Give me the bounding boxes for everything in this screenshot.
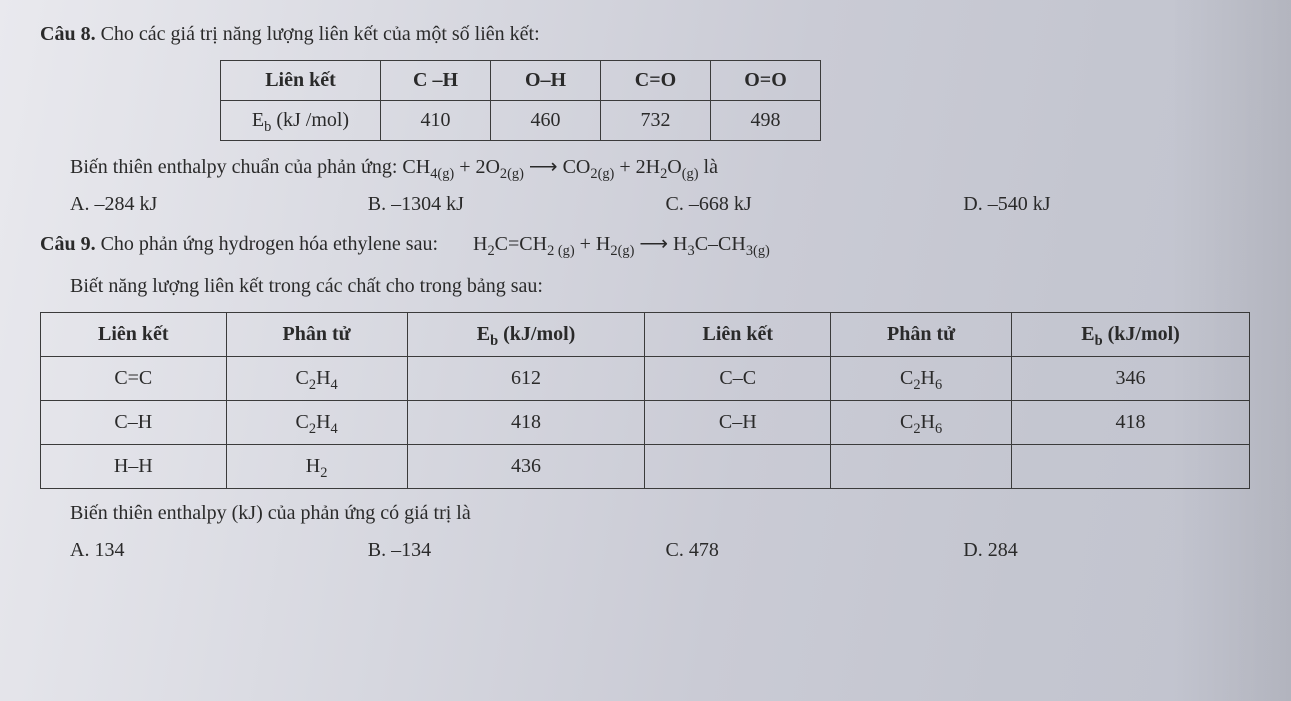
q9-option-d: D. 284 [963,539,1261,562]
cell: 346 [1012,357,1250,401]
q9-rx-a: H [473,233,487,255]
q9-rx-d: ⟶ H [634,233,687,255]
table-row: C–H C2H4 418 C–H C2H6 418 [41,401,1250,445]
q8-rx-d: + 2H [614,156,660,178]
table-row: Liên kết C –H O–H C=O O=O [221,61,821,101]
q9-table: Liên kết Phân tử Eb (kJ/mol) Liên kết Ph… [40,312,1250,489]
cell: C2H6 [831,401,1012,445]
q9-th-2: Eb (kJ/mol) [407,313,645,357]
cell: C2H4 [226,357,407,401]
table-row: C=C C2H4 612 C–C C2H6 346 [41,357,1250,401]
q9-th-0: Liên kết [41,313,227,357]
cell: 418 [1012,401,1250,445]
q8-option-b: B. –1304 kJ [368,193,666,216]
q8-th-0: Liên kết [221,61,381,101]
q8-th-3: C=O [601,61,711,101]
q9-rx-c: + H [575,233,611,255]
cell: 436 [407,445,645,489]
table-row: Liên kết Phân tử Eb (kJ/mol) Liên kết Ph… [41,313,1250,357]
q8-number: Câu 8. [40,23,96,45]
cell: H2 [226,445,407,489]
cell [831,445,1012,489]
cell: C2H6 [831,357,1012,401]
q9-rx-e: C–CH [695,233,746,255]
q9-option-a: A. 134 [70,539,368,562]
q8-rowlabel: Eb (kJ /mol) [221,101,381,141]
cell: C=C [41,357,227,401]
q8-rx-b: + 2O [454,156,500,178]
q8-rx-e: O [667,156,681,178]
cell: C–H [41,401,227,445]
q8-prompt-text: Cho các giá trị năng lượng liên kết của … [96,23,540,45]
q9-rx-b: C=CH [495,233,547,255]
q9-th-5: Eb (kJ/mol) [1012,313,1250,357]
table-row: H–H H2 436 [41,445,1250,489]
cell [645,445,831,489]
q8-option-c: C. –668 kJ [666,193,964,216]
q9-line3: Biến thiên enthalpy (kJ) của phản ứng có… [70,497,1261,529]
q8-td-2: 732 [601,101,711,141]
q8-rx-a: Biến thiên enthalpy chuẩn của phản ứng: … [70,156,430,178]
q9-prompt: Câu 9. Cho phản ứng hydrogen hóa ethylen… [40,228,1261,260]
cell: H–H [41,445,227,489]
q9-th-1: Phân tử [226,313,407,357]
q9-number: Câu 9. [40,233,96,255]
q8-options: A. –284 kJ B. –1304 kJ C. –668 kJ D. –54… [70,193,1261,216]
q8-option-d: D. –540 kJ [963,193,1261,216]
q9-rx: H2C=CH2 (g) + H2(g) ⟶ H3C–CH3(g) [473,233,770,255]
q8-table: Liên kết C –H O–H C=O O=O Eb (kJ /mol) 4… [220,60,821,141]
cell: C–H [645,401,831,445]
cell [1012,445,1250,489]
q9-option-c: C. 478 [666,539,964,562]
q8-th-2: O–H [491,61,601,101]
q8-td-3: 498 [711,101,821,141]
cell: 612 [407,357,645,401]
q8-rx-c: ⟶ CO [524,156,590,178]
q8-td-1: 460 [491,101,601,141]
q9-option-b: B. –134 [368,539,666,562]
q9-th-4: Phân tử [831,313,1012,357]
q8-option-a: A. –284 kJ [70,193,368,216]
table-row: Eb (kJ /mol) 410 460 732 498 [221,101,821,141]
cell: C2H4 [226,401,407,445]
q9-th-3: Liên kết [645,313,831,357]
q8-rx-f: là [699,156,718,178]
q9-line2: Biết năng lượng liên kết trong các chất … [70,270,1261,302]
q8-reaction: Biến thiên enthalpy chuẩn của phản ứng: … [70,151,1261,183]
q8-th-1: C –H [381,61,491,101]
cell: 418 [407,401,645,445]
q8-prompt: Câu 8. Cho các giá trị năng lượng liên k… [40,18,1261,50]
cell: C–C [645,357,831,401]
q9-options: A. 134 B. –134 C. 478 D. 284 [70,539,1261,562]
q8-td-0: 410 [381,101,491,141]
q9-prompt-text: Cho phản ứng hydrogen hóa ethylene sau: [96,233,438,255]
q8-th-4: O=O [711,61,821,101]
